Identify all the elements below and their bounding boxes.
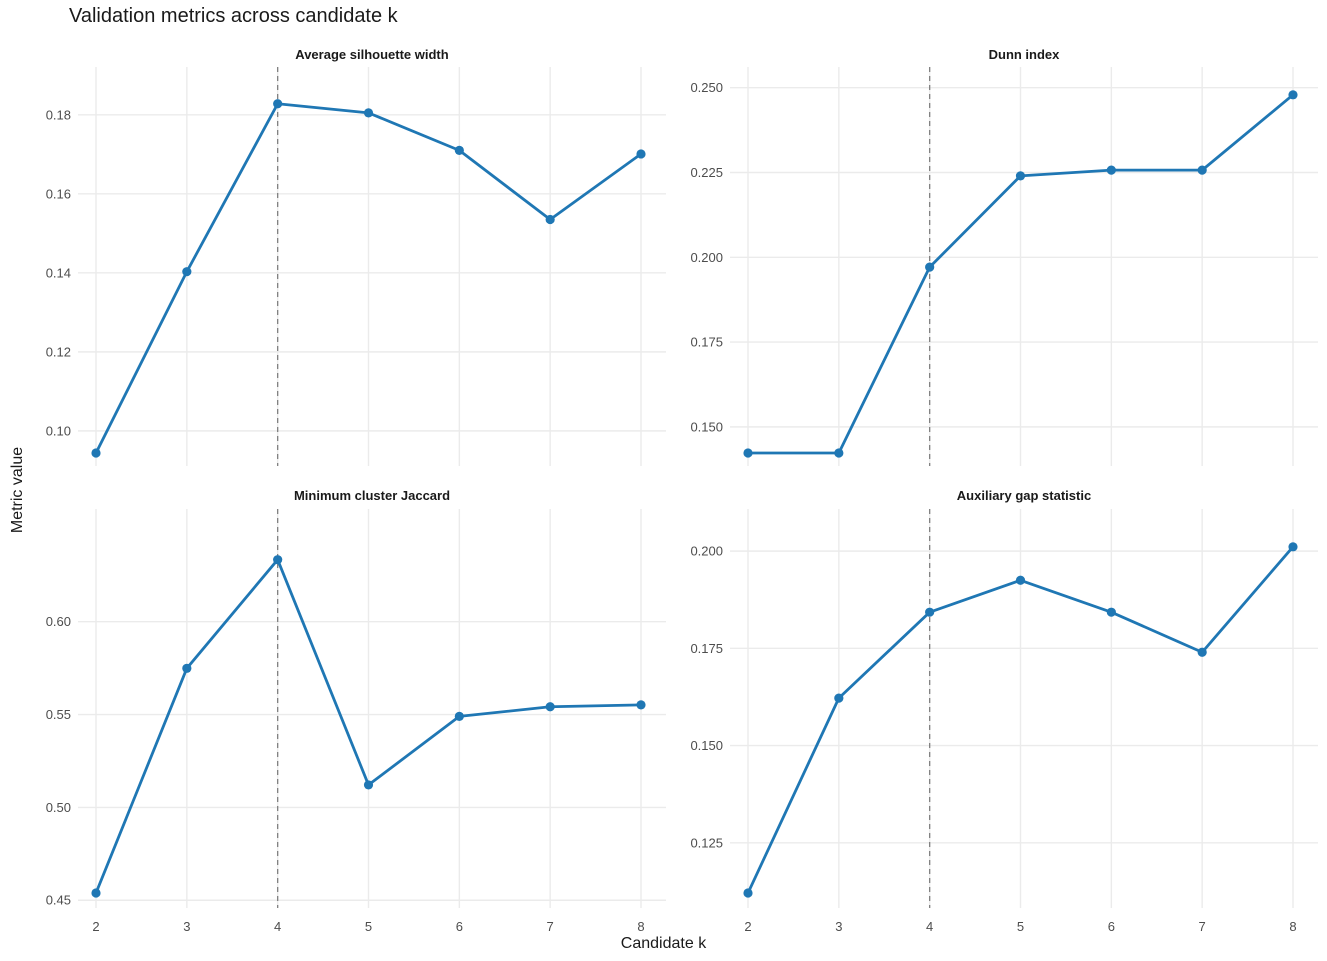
data-point bbox=[91, 888, 101, 898]
y-axis-label: Metric value bbox=[9, 446, 26, 534]
y-tick-label: 0.125 bbox=[690, 835, 723, 850]
data-point bbox=[454, 711, 464, 722]
y-tick-label: 0.150 bbox=[690, 738, 723, 753]
x-tick-label: 8 bbox=[637, 919, 644, 934]
data-point bbox=[182, 663, 192, 673]
data-point bbox=[636, 700, 646, 710]
y-tick-label: 0.200 bbox=[690, 544, 723, 559]
x-tick-label: 3 bbox=[183, 919, 190, 934]
data-point bbox=[1106, 165, 1116, 175]
y-tick-label: 0.12 bbox=[46, 344, 71, 359]
y-tick-label: 0.150 bbox=[690, 419, 723, 434]
data-point bbox=[545, 702, 555, 712]
panel-title: Dunn index bbox=[989, 47, 1061, 62]
y-tick-label: 0.60 bbox=[46, 614, 71, 629]
panel-title: Average silhouette width bbox=[295, 47, 448, 62]
data-point bbox=[1288, 542, 1298, 552]
y-tick-label: 0.16 bbox=[46, 186, 71, 201]
x-tick-label: 3 bbox=[835, 919, 842, 934]
data-point bbox=[834, 448, 844, 458]
data-point bbox=[545, 214, 555, 225]
data-point bbox=[1197, 647, 1207, 657]
data-point bbox=[454, 145, 464, 155]
data-point bbox=[182, 267, 192, 277]
x-tick-label: 7 bbox=[547, 919, 554, 934]
y-tick-label: 0.14 bbox=[46, 265, 71, 280]
data-point bbox=[1197, 165, 1207, 175]
data-point bbox=[743, 448, 753, 458]
x-tick-label: 6 bbox=[1108, 919, 1115, 934]
y-tick-label: 0.175 bbox=[690, 335, 723, 350]
data-point bbox=[91, 448, 101, 458]
data-point bbox=[1106, 607, 1116, 617]
y-tick-label: 0.250 bbox=[690, 80, 723, 95]
x-tick-label: 4 bbox=[926, 919, 933, 934]
data-point bbox=[363, 780, 374, 790]
x-tick-label: 8 bbox=[1289, 919, 1296, 934]
data-point bbox=[363, 108, 374, 118]
x-tick-label: 2 bbox=[92, 919, 99, 934]
chart-title: Validation metrics across candidate k bbox=[69, 5, 398, 27]
data-point bbox=[1015, 171, 1026, 181]
y-tick-label: 0.18 bbox=[46, 107, 71, 122]
y-tick-label: 0.10 bbox=[46, 423, 71, 438]
data-point bbox=[925, 607, 935, 617]
x-tick-label: 5 bbox=[365, 919, 372, 934]
y-tick-label: 0.55 bbox=[46, 707, 71, 722]
y-tick-label: 0.200 bbox=[690, 250, 723, 265]
data-point bbox=[273, 99, 283, 109]
x-tick-label: 5 bbox=[1017, 919, 1024, 934]
data-point bbox=[1015, 575, 1026, 585]
data-point bbox=[834, 693, 844, 703]
data-point bbox=[273, 555, 283, 565]
x-tick-label: 7 bbox=[1199, 919, 1206, 934]
x-axis-label: Candidate k bbox=[620, 935, 707, 952]
data-point bbox=[743, 888, 753, 898]
x-tick-label: 6 bbox=[456, 919, 463, 934]
data-point bbox=[1288, 90, 1298, 100]
panel-title: Auxiliary gap statistic bbox=[957, 488, 1091, 503]
y-tick-label: 0.175 bbox=[690, 641, 723, 656]
data-point bbox=[925, 262, 935, 272]
x-tick-label: 2 bbox=[744, 919, 751, 934]
y-tick-label: 0.50 bbox=[46, 800, 71, 815]
x-tick-label: 4 bbox=[274, 919, 281, 934]
y-tick-label: 0.45 bbox=[46, 893, 71, 908]
data-point bbox=[636, 149, 646, 159]
panel-title: Minimum cluster Jaccard bbox=[294, 488, 450, 503]
y-tick-label: 0.225 bbox=[690, 165, 723, 180]
